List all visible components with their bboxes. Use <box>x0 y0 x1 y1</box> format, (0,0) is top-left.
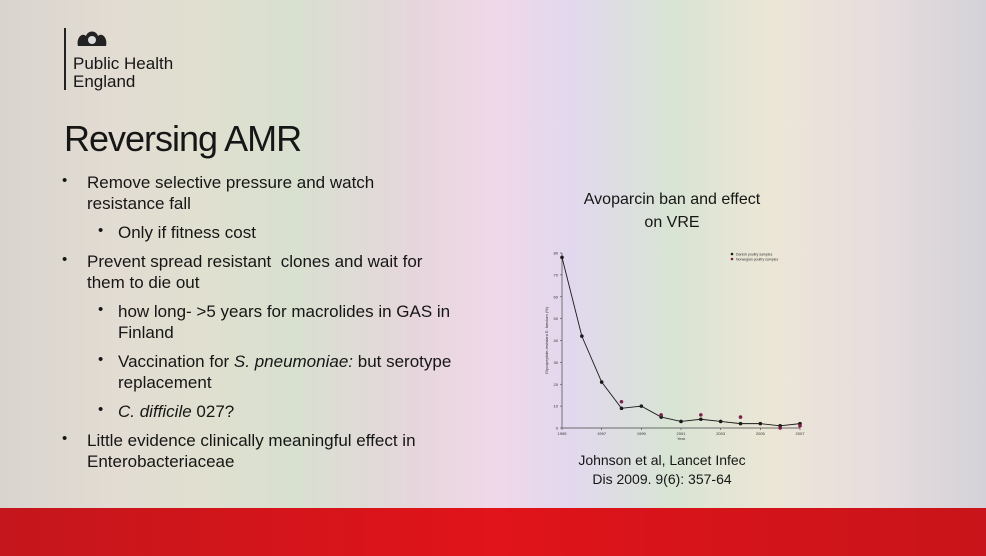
x-tick-label: 2003 <box>716 431 726 436</box>
data-point <box>560 255 564 260</box>
bullet-line: how long- >5 years for macrolides in GAS… <box>118 301 450 322</box>
x-tick-label: 1997 <box>597 431 607 436</box>
bullet-line: Enterobacteriaceae <box>87 451 234 472</box>
data-point <box>758 421 763 426</box>
y-tick-label: 0 <box>556 426 559 431</box>
bullet-dot: • <box>62 251 68 268</box>
data-point <box>738 415 743 419</box>
bullet-text: Remove selective pressure and watch <box>87 173 375 192</box>
bullet-dot: • <box>98 351 104 368</box>
x-tick-label: 2005 <box>756 431 766 436</box>
data-point <box>639 404 644 408</box>
legend-label: Danish poultry samples <box>736 252 773 256</box>
bullet-dot: • <box>62 430 68 447</box>
bullet-dot: • <box>62 172 68 189</box>
bullet-line: Only if fitness cost <box>118 222 256 243</box>
data-point <box>659 413 663 417</box>
citation: Johnson et al, Lancet Infec <box>578 452 746 468</box>
x-tick-label: 1999 <box>637 431 647 436</box>
bullet-line: C. difficile 027? <box>118 401 234 422</box>
bullet-line: Finland <box>118 322 174 343</box>
figure-title: on VRE <box>644 214 700 231</box>
bullet-line: replacement <box>118 372 212 393</box>
data-point <box>619 399 624 404</box>
y-tick-label: 30 <box>554 360 559 365</box>
crest <box>77 31 107 46</box>
bullet-text: but serotype <box>353 352 452 371</box>
y-tick-label: 80 <box>554 251 559 256</box>
bullet-text: 027? <box>191 402 235 421</box>
figure-title: Avoparcin ban and effect <box>583 191 761 208</box>
slide-title: Reversing AMR <box>64 118 302 159</box>
bullet-text: Little evidence clinically meaningful ef… <box>87 431 416 450</box>
data-point <box>778 426 782 430</box>
footer-bar <box>0 508 986 556</box>
bullet-text: Only if fitness cost <box>118 223 256 242</box>
bullet-text: C. difficile <box>118 402 192 421</box>
bullet-dot: • <box>98 222 104 239</box>
citation: Dis 2009. 9(6): 357-64 <box>592 471 732 487</box>
data-point <box>718 419 723 424</box>
y-tick-label: 50 <box>554 316 559 321</box>
data-line <box>561 257 801 427</box>
bullet-text: Vaccination for <box>118 352 234 371</box>
y-tick-label: 60 <box>554 294 559 299</box>
data-point <box>599 380 604 384</box>
legend-label: Norwegian poultry samples <box>736 257 778 261</box>
x-tick-label: 2001 <box>677 431 687 436</box>
y-tick-label: 70 <box>554 272 559 277</box>
bullet-line: Prevent spread resistant clones and wait… <box>87 251 422 272</box>
x-tick-label: 1995 <box>558 431 568 436</box>
data-point <box>798 424 802 428</box>
logo-text: Public Health <box>73 54 174 73</box>
logo-text: England <box>73 72 136 91</box>
bullet-text: replacement <box>118 373 212 392</box>
bullet-dot: • <box>98 401 104 418</box>
bullet-line: resistance fall <box>87 193 191 214</box>
data-point <box>699 417 703 422</box>
bullet-text: Prevent spread resistant clones and wait… <box>87 252 423 271</box>
chart: 0 10 20 30 40 50 60 70 80 1995 1997 1999 2001 2003 200… <box>544 251 806 442</box>
x-tick-label: 2007 <box>796 431 806 436</box>
bullet-text: S. pneumoniae: <box>233 352 354 371</box>
bullet-line: Little evidence clinically meaningful ef… <box>87 430 416 451</box>
data-point <box>679 419 683 424</box>
data-point <box>580 334 584 338</box>
data-point <box>619 406 624 411</box>
y-tick-label: 20 <box>554 382 559 387</box>
y-axis-label: Glycopeptide-resistant E. faecium (%) <box>544 306 549 374</box>
bullet-text: Enterobacteriaceae <box>87 452 235 471</box>
x-axis-label: Year <box>677 436 686 441</box>
y-tick-label: 10 <box>554 404 559 409</box>
legend-marker <box>730 252 734 256</box>
data-point <box>699 413 703 417</box>
bullet-line: them to die out <box>87 272 199 293</box>
bullet-text: them to die out <box>87 273 200 292</box>
bullet-line: Vaccination for S. pneumoniae: but serot… <box>118 351 451 372</box>
legend-marker <box>730 257 734 261</box>
data-point <box>738 421 743 426</box>
bullet-line: Remove selective pressure and watch <box>87 172 374 193</box>
bullet-text: Finland <box>118 323 174 342</box>
logo-rule <box>64 28 66 90</box>
y-tick-label: 40 <box>554 338 559 343</box>
bullet-text: how long- >5 years for macrolides in GAS… <box>118 302 451 321</box>
bullet-dot: • <box>98 301 104 318</box>
bullet-text: resistance fall <box>87 194 191 213</box>
